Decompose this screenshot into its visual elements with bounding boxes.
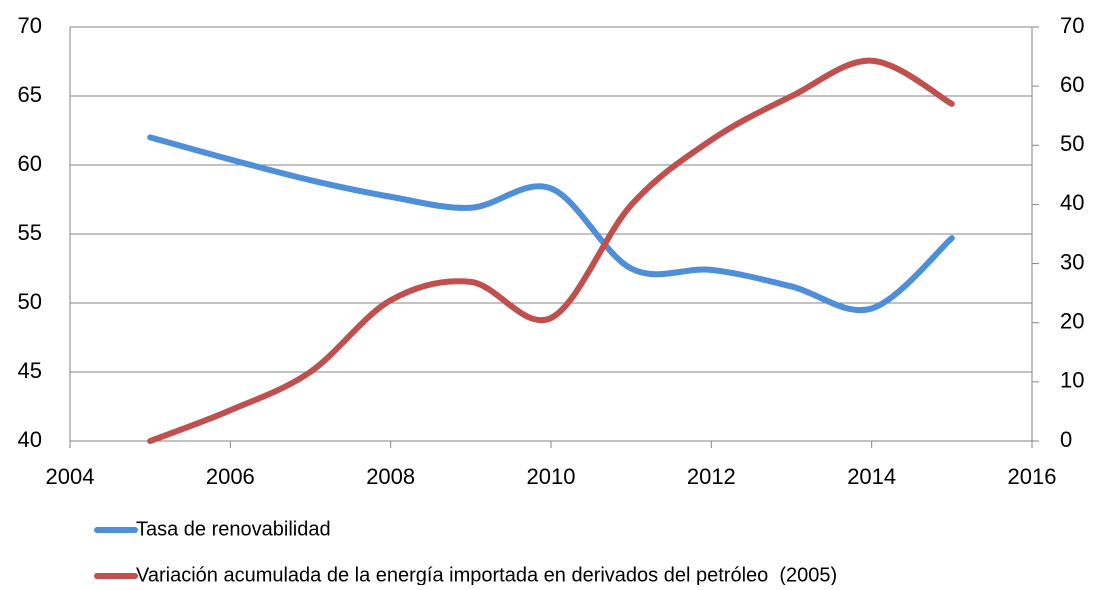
- y-tick-label: 60: [18, 151, 42, 176]
- y2-tick-label: 10: [1060, 368, 1084, 393]
- y-tick-label: 70: [18, 13, 42, 38]
- y2-tick-label: 30: [1060, 249, 1084, 274]
- legend-label: Tasa de renovabilidad: [136, 518, 331, 540]
- x-tick-label: 2016: [1008, 464, 1057, 489]
- y-tick-label: 55: [18, 220, 42, 245]
- y2-tick-label: 20: [1060, 309, 1084, 334]
- y2-tick-label: 50: [1060, 131, 1084, 156]
- x-tick-label: 2004: [46, 464, 95, 489]
- y2-tick-label: 0: [1060, 427, 1072, 452]
- legend-label: Variación acumulada de la energía import…: [136, 564, 837, 585]
- y-tick-label: 65: [18, 82, 42, 107]
- y2-tick-label: 70: [1060, 13, 1084, 38]
- y-tick-label: 40: [18, 427, 42, 452]
- y-tick-label: 45: [18, 358, 42, 383]
- y2-tick-label: 60: [1060, 72, 1084, 97]
- series-line: [147, 57, 955, 444]
- y2-tick-label: 40: [1060, 190, 1084, 215]
- x-tick-label: 2008: [366, 464, 415, 489]
- x-tick-label: 2012: [687, 464, 736, 489]
- x-tick-label: 2006: [206, 464, 255, 489]
- y-tick-label: 50: [18, 289, 42, 314]
- series-line: [147, 134, 955, 314]
- x-tick-label: 2014: [847, 464, 896, 489]
- x-tick-label: 2010: [527, 464, 576, 489]
